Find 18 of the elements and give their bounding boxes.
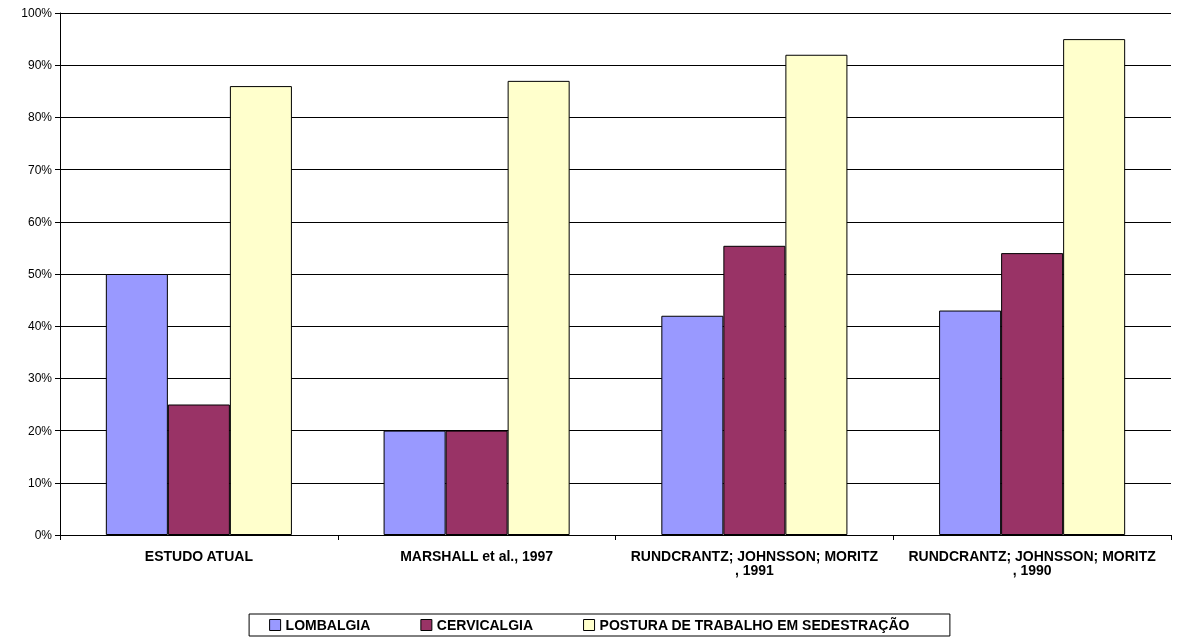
legend-label: POSTURA DE TRABALHO EM SEDESTRAÇÃO bbox=[599, 616, 910, 633]
x-tick-label: RUNDCRANTZ; JOHNSSON; MORITZ, 1990 bbox=[908, 548, 1157, 578]
y-tick-label: 70% bbox=[27, 162, 53, 177]
y-tick-label: 40% bbox=[27, 319, 53, 334]
x-tick-label: RUNDCRANTZ; JOHNSSON; MORITZ, 1991 bbox=[630, 548, 879, 578]
x-tick-label: MARSHALL et al., 1997 bbox=[400, 548, 554, 564]
y-tick-label: 60% bbox=[27, 214, 53, 229]
legend-label: CERVICALGIA bbox=[436, 617, 534, 633]
y-tick-label: 80% bbox=[27, 110, 53, 125]
y-tick-label: 30% bbox=[27, 371, 53, 386]
y-tick-label: 100% bbox=[21, 6, 53, 20]
y-tick-label: 90% bbox=[27, 58, 53, 73]
y-tick-label: 20% bbox=[27, 423, 53, 438]
y-tick-label: 10% bbox=[27, 475, 53, 490]
y-tick-label: 0% bbox=[34, 528, 53, 542]
y-tick-label: 50% bbox=[27, 267, 53, 281]
legend-label: LOMBALGIA bbox=[285, 617, 371, 633]
x-tick-label: ESTUDO ATUAL bbox=[144, 548, 254, 564]
